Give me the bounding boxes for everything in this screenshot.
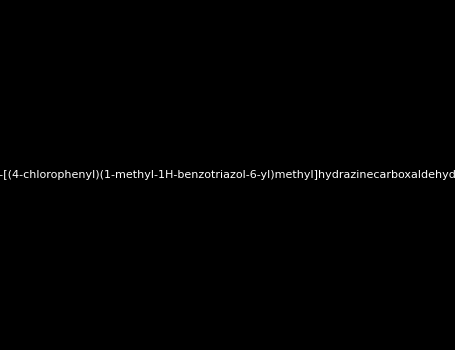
Text: 2-[(4-chlorophenyl)(1-methyl-1H-benzotriazol-6-yl)methyl]hydrazinecarboxaldehyde: 2-[(4-chlorophenyl)(1-methyl-1H-benzotri… — [0, 170, 455, 180]
